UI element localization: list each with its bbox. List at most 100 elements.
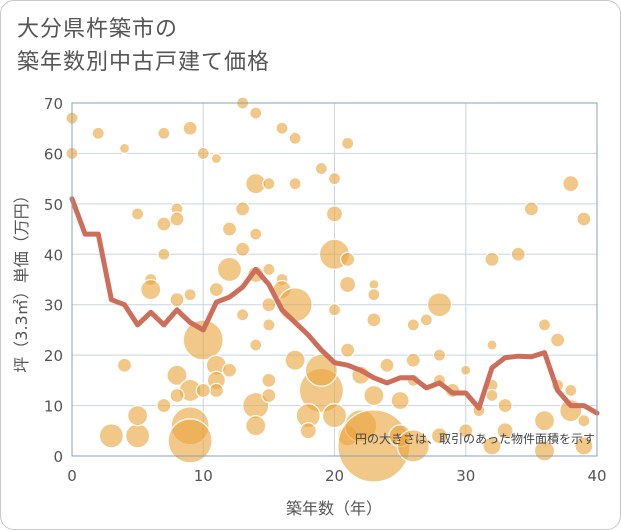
- bubble-point: [277, 287, 313, 323]
- bubble-point: [325, 205, 344, 223]
- y-axis-label: 坪（3.3㎡）単価（万円）: [12, 187, 31, 372]
- bubble-point: [366, 312, 382, 328]
- bubble-point: [288, 177, 302, 191]
- bubble-point: [486, 339, 498, 351]
- bubble-point: [182, 120, 198, 136]
- bubble-point: [208, 281, 224, 298]
- bubble-point: [564, 383, 578, 398]
- bubble-point: [249, 338, 263, 352]
- bubble-point: [235, 201, 251, 217]
- bubble-point: [125, 423, 151, 449]
- bubble-point: [340, 251, 356, 267]
- bubble-point: [314, 161, 328, 176]
- bubble-point: [510, 246, 526, 262]
- bubble-point: [430, 427, 449, 445]
- y-tick-label: 0: [53, 448, 63, 466]
- y-tick-label: 70: [44, 95, 63, 113]
- bubble-point: [379, 357, 395, 373]
- average-price-line: [69, 196, 600, 416]
- bubble-point: [482, 436, 502, 456]
- y-tick-label: 40: [44, 246, 63, 264]
- bubble-point: [236, 308, 250, 322]
- bubble-point: [210, 152, 222, 165]
- bubble-point: [576, 211, 592, 227]
- bubble-point: [275, 121, 289, 135]
- chart-title: 大分県杵築市の 築年数別中古戸建て価格: [17, 13, 270, 79]
- bubble-point: [340, 342, 356, 358]
- bubble-point: [196, 146, 210, 161]
- bubble-point: [341, 136, 355, 150]
- bubble-point: [195, 382, 211, 399]
- x-tick-label: 10: [194, 467, 213, 485]
- bubble-point: [169, 211, 185, 227]
- bubble-point: [166, 364, 188, 386]
- y-axis-ticks: 0 10 20 30 40 50 60 70: [44, 95, 63, 466]
- bubble-point: [262, 177, 276, 191]
- bubble-point: [405, 352, 421, 368]
- bubble-point: [390, 390, 410, 411]
- bubble-point: [261, 372, 277, 388]
- bubble-point: [419, 313, 433, 327]
- bubble-point: [127, 405, 149, 427]
- bubble-point: [262, 318, 276, 332]
- bubble-point: [221, 362, 238, 378]
- bubble-point: [91, 126, 105, 140]
- bubble-point: [118, 142, 131, 154]
- bubble-point: [396, 429, 430, 463]
- bubble-point: [574, 436, 594, 456]
- x-tick-label: 30: [456, 467, 475, 485]
- bubble-point: [116, 357, 133, 373]
- bubble-point: [221, 221, 238, 237]
- y-tick-label: 60: [44, 145, 63, 163]
- bubble-point: [327, 303, 342, 317]
- bubble-point: [304, 353, 338, 387]
- bubble-point: [261, 297, 277, 313]
- bubble-point: [432, 348, 447, 362]
- x-axis-label: 築年数（年）: [286, 499, 382, 518]
- bubble-point: [533, 410, 556, 432]
- bubble-point: [249, 227, 263, 241]
- y-tick-label: 20: [44, 347, 63, 365]
- bubble-point: [235, 241, 251, 257]
- bubble-point: [550, 332, 566, 348]
- plot-area-border: [71, 102, 598, 457]
- x-tick-label: 20: [325, 467, 344, 485]
- bubble-point: [460, 364, 472, 376]
- bubble-point: [458, 423, 474, 439]
- x-tick-label: 40: [587, 467, 606, 485]
- bubble-point: [98, 423, 124, 449]
- bubble-point: [367, 288, 381, 302]
- bubble-point: [156, 397, 172, 414]
- bubble-point: [321, 403, 348, 429]
- bubble-point: [182, 319, 224, 361]
- bubble-point: [208, 382, 224, 399]
- bubble-point: [496, 422, 514, 440]
- bubble-point: [299, 422, 317, 440]
- bubble-point: [577, 414, 591, 428]
- bubble-size-note: 円の大きさは、取引のあった物件面積を示す: [355, 431, 595, 446]
- chart-title-line-2: 築年数別中古戸建て価格: [17, 50, 271, 75]
- bubble-point: [537, 318, 552, 332]
- bubble-series: [65, 96, 594, 483]
- x-axis-ticks: 0 10 20 30 40: [67, 467, 606, 485]
- bubble-point: [523, 201, 539, 217]
- chart-title-line-1: 大分県杵築市の: [17, 17, 179, 42]
- bubble-point: [156, 216, 172, 232]
- bubble-point: [169, 292, 185, 308]
- bubble-point: [249, 106, 263, 120]
- y-tick-label: 10: [44, 398, 63, 416]
- bubble-point: [169, 387, 185, 404]
- bubble-point: [363, 384, 385, 407]
- bubble-point: [157, 247, 171, 261]
- bubble-point: [497, 397, 513, 414]
- bubble-point: [261, 387, 277, 404]
- bubble-point: [484, 251, 500, 267]
- bubble-point: [140, 278, 162, 301]
- bubble-point: [284, 349, 306, 371]
- bubble-point: [183, 288, 197, 302]
- y-tick-label: 50: [44, 196, 63, 214]
- bubble-point: [562, 175, 580, 193]
- bubble-point: [157, 126, 171, 140]
- bubble-point: [216, 256, 243, 283]
- bubble-point: [426, 292, 453, 318]
